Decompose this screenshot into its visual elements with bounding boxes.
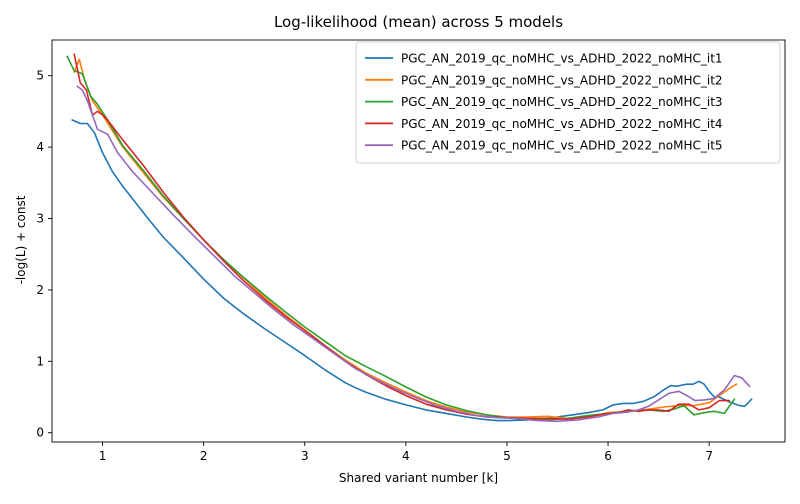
series-line-5 bbox=[76, 85, 751, 423]
x-tick-label: 2 bbox=[200, 449, 208, 463]
plot-area bbox=[51, 39, 786, 443]
y-tick-label: 5 bbox=[36, 69, 44, 83]
y-axis-label: -log(L) + const bbox=[14, 195, 28, 284]
legend-label: PGC_AN_2019_qc_noMHC_vs_ADHD_2022_noMHC_… bbox=[401, 139, 723, 153]
y-tick-label: 4 bbox=[36, 140, 44, 154]
legend-label: PGC_AN_2019_qc_noMHC_vs_ADHD_2022_noMHC_… bbox=[401, 73, 723, 87]
x-tick-label: 7 bbox=[705, 449, 713, 463]
y-tick-label: 3 bbox=[36, 212, 44, 226]
x-tick-label: 3 bbox=[301, 449, 309, 463]
y-axis: 0 1 2 3 4 5 bbox=[36, 69, 52, 440]
series-line-4 bbox=[73, 53, 731, 421]
axes-frame bbox=[51, 39, 786, 443]
chart-title: Log-likelihood (mean) across 5 models bbox=[274, 13, 563, 31]
x-axis: 1 2 3 4 5 6 7 bbox=[99, 442, 713, 463]
x-tick-label: 4 bbox=[402, 449, 410, 463]
legend-box bbox=[355, 41, 781, 164]
series-line-1 bbox=[71, 119, 753, 422]
legend: PGC_AN_2019_qc_noMHC_vs_ADHD_2022_noMHC_… bbox=[355, 41, 781, 164]
y-tick-label: 0 bbox=[36, 426, 44, 440]
legend-label: PGC_AN_2019_qc_noMHC_vs_ADHD_2022_noMHC_… bbox=[401, 52, 723, 66]
legend-label: PGC_AN_2019_qc_noMHC_vs_ADHD_2022_noMHC_… bbox=[401, 117, 723, 131]
legend-label: PGC_AN_2019_qc_noMHC_vs_ADHD_2022_noMHC_… bbox=[401, 95, 723, 109]
x-tick-label: 5 bbox=[503, 449, 511, 463]
x-tick-label: 1 bbox=[99, 449, 107, 463]
x-axis-label: Shared variant number [k] bbox=[339, 471, 498, 485]
x-tick-label: 6 bbox=[604, 449, 612, 463]
y-tick-label: 2 bbox=[36, 283, 44, 297]
series-line-2 bbox=[73, 58, 738, 420]
y-tick-label: 1 bbox=[36, 354, 44, 368]
